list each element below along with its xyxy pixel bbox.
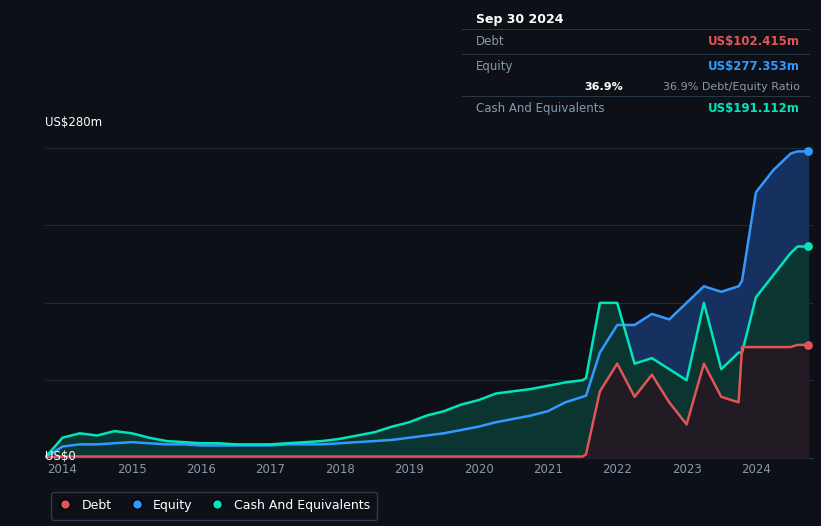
Point <box>801 341 814 349</box>
Text: Sep 30 2024: Sep 30 2024 <box>476 13 564 26</box>
Text: Debt: Debt <box>476 35 505 48</box>
Text: Equity: Equity <box>476 60 514 73</box>
Point <box>801 242 814 251</box>
Legend: Debt, Equity, Cash And Equivalents: Debt, Equity, Cash And Equivalents <box>52 492 377 520</box>
Text: 36.9% Debt/Equity Ratio: 36.9% Debt/Equity Ratio <box>663 82 800 92</box>
Text: US$280m: US$280m <box>45 116 103 129</box>
Text: US$102.415m: US$102.415m <box>708 35 800 48</box>
Point <box>801 147 814 156</box>
Text: US$0: US$0 <box>45 450 76 463</box>
Text: 36.9%: 36.9% <box>584 82 623 92</box>
Text: US$277.353m: US$277.353m <box>708 60 800 73</box>
Text: Cash And Equivalents: Cash And Equivalents <box>476 102 605 115</box>
Text: US$191.112m: US$191.112m <box>708 102 800 115</box>
